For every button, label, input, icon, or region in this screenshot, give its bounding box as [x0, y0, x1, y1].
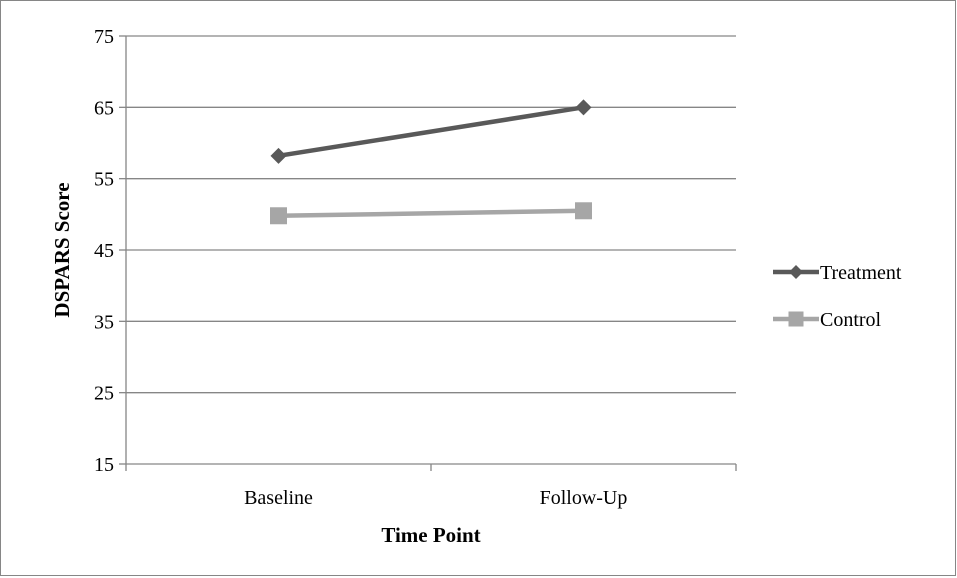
control-point	[270, 207, 287, 225]
y-tick-label: 45	[94, 240, 114, 262]
y-tick-label: 65	[94, 97, 114, 119]
y-tick-label: 75	[94, 26, 114, 48]
gridlines	[126, 35, 736, 394]
x-axis-title: Time Point	[381, 523, 480, 547]
y-tick-label: 25	[94, 383, 114, 405]
legend-item-treatment: Treatment	[773, 262, 902, 284]
legend-swatch-marker	[789, 265, 803, 279]
legend: Treatment Control	[773, 262, 902, 331]
control-point	[575, 202, 592, 220]
y-tick-labels: 15 25 35 45 55 65 75	[94, 26, 114, 476]
legend-label: Treatment	[820, 262, 902, 284]
axes	[119, 35, 737, 471]
y-tick-label: 35	[94, 311, 114, 333]
legend-swatch-marker	[788, 311, 804, 327]
treatment-point	[575, 99, 592, 116]
y-tick-label: 15	[94, 454, 114, 476]
x-tick-labels: Baseline Follow-Up	[244, 487, 627, 509]
x-tick-label: Baseline	[244, 487, 313, 509]
x-tick-label: Follow-Up	[540, 487, 628, 509]
control-series-line	[278, 208, 584, 219]
y-tick-label: 55	[94, 169, 114, 191]
y-axis-title: DSPARS Score	[50, 182, 74, 317]
legend-label: Control	[820, 309, 882, 331]
series-lines	[270, 99, 592, 225]
treatment-point	[270, 147, 287, 164]
treatment-series-line	[278, 105, 584, 159]
legend-item-control: Control	[773, 309, 882, 331]
